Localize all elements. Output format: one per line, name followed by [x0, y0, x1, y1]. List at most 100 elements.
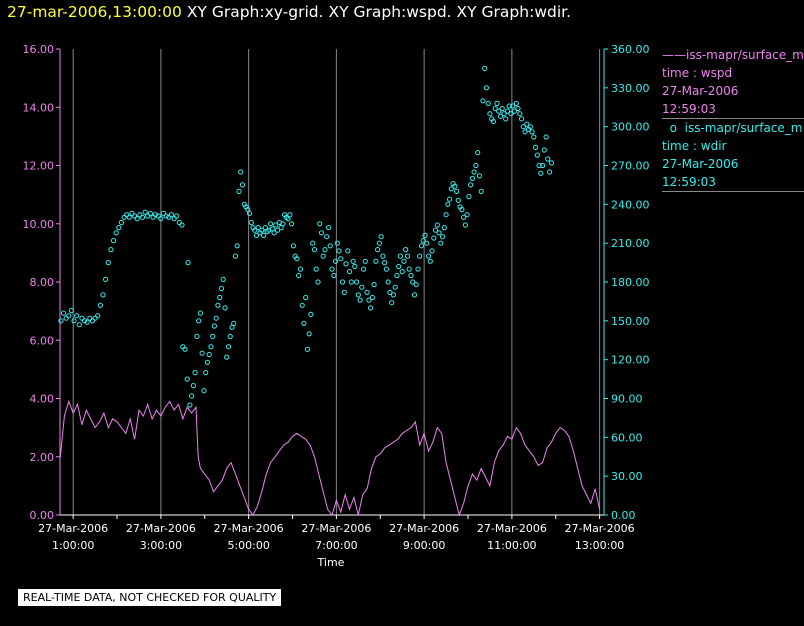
wdir-point: [168, 212, 174, 218]
wdir-point: [210, 333, 216, 339]
wdir-point: [462, 222, 468, 228]
wdir-point: [318, 230, 325, 236]
wdir-point: [289, 221, 295, 227]
wdir-point: [261, 232, 267, 238]
wdir-point: [255, 225, 261, 231]
wdir-point: [271, 230, 277, 236]
wdir-point: [196, 318, 202, 324]
wdir-point: [341, 289, 347, 295]
wdir-point: [346, 269, 353, 275]
wdir-point: [357, 297, 363, 303]
x-tick-label-date: 27-Mar-2006: [126, 522, 196, 535]
wdir-point: [368, 305, 374, 311]
left-tick-label: 0.00: [30, 509, 55, 522]
wdir-point: [404, 253, 411, 259]
wdir-point: [515, 105, 521, 112]
wdir-point: [203, 370, 209, 376]
wdir-point: [124, 212, 130, 218]
wdir-point: [392, 284, 398, 290]
wdir-point: [399, 269, 405, 275]
wdir-point: [531, 134, 537, 140]
wdir-point: [354, 279, 360, 285]
wdir-point: [503, 116, 509, 122]
wdir-point: [401, 258, 407, 264]
wdir-point: [259, 227, 265, 233]
wdir-point: [296, 272, 302, 279]
wdir-point: [97, 302, 104, 308]
wdir-point: [413, 282, 419, 288]
wdir-point: [187, 402, 193, 408]
left-tick-label: 14.00: [23, 101, 55, 114]
x-tick-label-time: 7:00:00: [315, 539, 357, 552]
wdir-point: [454, 188, 460, 194]
wdir-point: [385, 279, 391, 285]
wdir-point: [418, 243, 425, 249]
wdir-point: [485, 100, 491, 107]
wdir-point: [158, 216, 164, 222]
left-tick-label: 2.00: [30, 451, 55, 464]
left-tick-label: 4.00: [30, 393, 55, 406]
x-tick-label-time: 11:00:00: [487, 539, 536, 552]
wdir-point: [394, 272, 400, 279]
wdir-point: [134, 216, 140, 222]
wdir-point: [427, 258, 433, 264]
x-tick-label-date: 27-Mar-2006: [565, 522, 635, 535]
wdir-point: [355, 292, 361, 298]
wdir-point: [306, 331, 312, 337]
wdir-point: [378, 234, 384, 240]
wdir-point: [510, 103, 516, 109]
wdir-point: [504, 108, 511, 114]
legend-time-wdir: 12:59:03: [662, 175, 716, 189]
wspd-series: [59, 399, 601, 517]
wdir-point: [304, 346, 310, 352]
wdir-point: [239, 182, 246, 188]
wdir-point: [336, 248, 342, 254]
legend-entry-wspd: ——iss-mapr/surface_m time : wspd 27-Mar-…: [662, 46, 804, 118]
wdir-point: [189, 393, 195, 399]
wdir-point: [201, 388, 207, 394]
wdir-point: [461, 214, 467, 220]
wdir-point: [459, 206, 465, 213]
wdir-point: [499, 105, 505, 112]
wdir-point: [524, 121, 530, 127]
wdir-point: [227, 333, 233, 339]
wdir-point: [171, 216, 177, 222]
wdir-point: [185, 260, 191, 266]
wdir-point: [179, 222, 185, 228]
wdir-point: [522, 129, 528, 135]
wdir-point: [297, 266, 303, 272]
wdir-point: [153, 212, 159, 218]
wdir-point: [422, 232, 428, 238]
wdir-point: [145, 213, 151, 219]
wdir-point: [89, 318, 96, 324]
wspd-line: [59, 399, 601, 517]
wdir-point: [166, 214, 172, 220]
wdir-point: [231, 320, 237, 326]
wdir-point: [543, 134, 549, 140]
wdir-point: [533, 144, 539, 150]
wdir-point: [492, 105, 498, 112]
wdir-point: [548, 160, 555, 166]
wdir-point: [406, 266, 412, 272]
wdir-point: [238, 169, 244, 175]
legend-time-wspd: 12:59:03: [662, 102, 716, 116]
timestamp: 27-mar-2006,13:00:00: [7, 3, 182, 21]
wdir-point: [322, 247, 328, 253]
wdir-point: [129, 210, 135, 216]
wdir-point: [431, 235, 437, 241]
wdir-point: [320, 253, 326, 259]
wdir-point: [113, 230, 119, 236]
wdir-point: [252, 227, 258, 233]
x-tick-label-time: 13:00:00: [575, 539, 624, 552]
legend-divider: [662, 191, 804, 192]
wdir-point: [92, 315, 98, 321]
right-tick-label: 0.00: [611, 509, 636, 522]
wdir-point: [429, 248, 435, 254]
wdir-point: [199, 350, 205, 356]
legend-var-wspd: time : wspd: [662, 66, 733, 80]
right-tick-label: 150.00: [611, 315, 650, 328]
wdir-point: [501, 111, 507, 117]
wdir-point: [211, 323, 217, 329]
wdir-point: [408, 272, 414, 279]
wdir-point: [220, 276, 226, 282]
